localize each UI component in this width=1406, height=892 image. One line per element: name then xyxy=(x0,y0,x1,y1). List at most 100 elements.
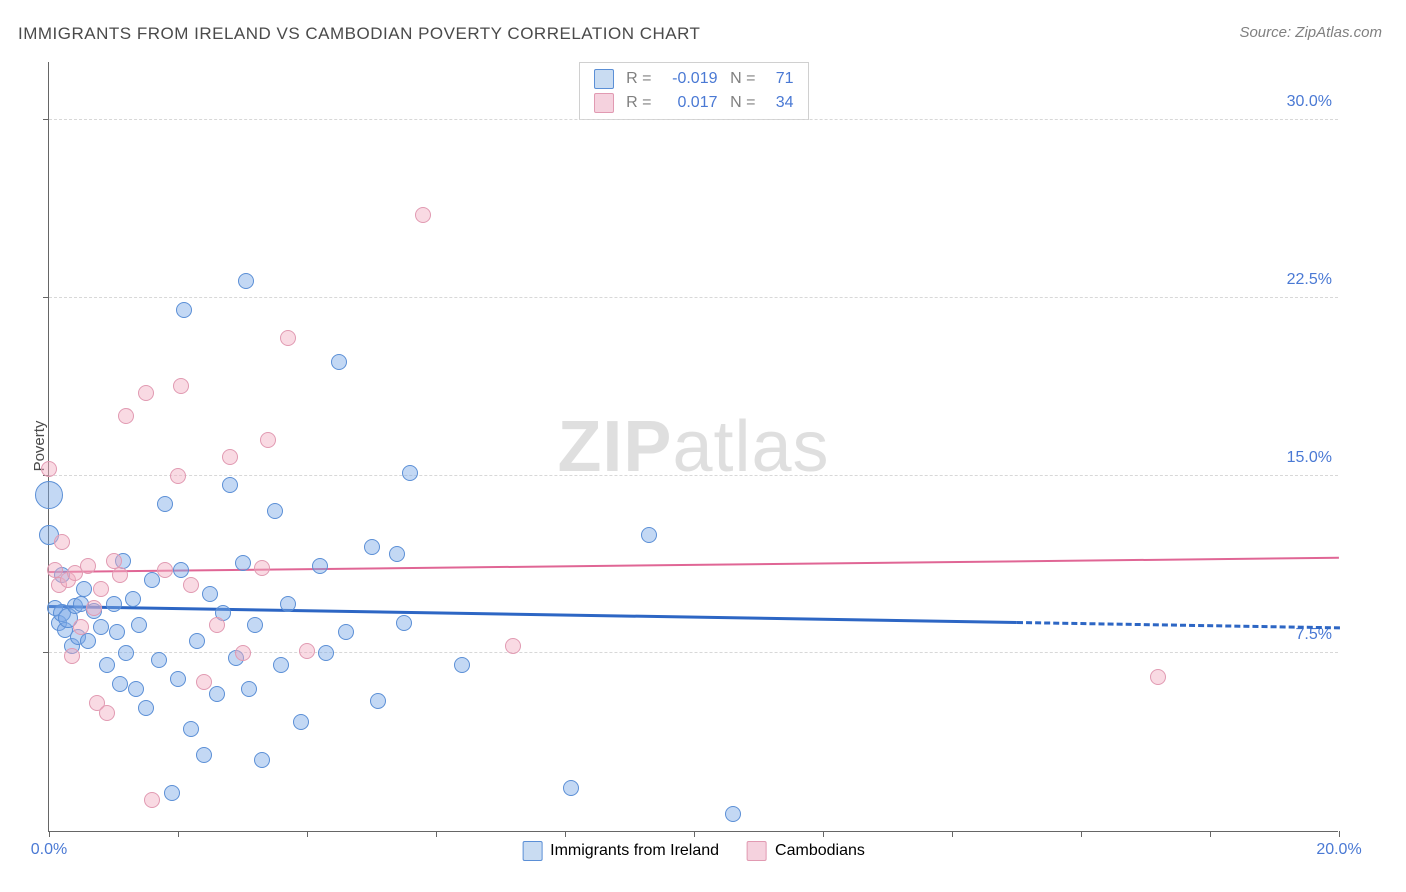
swatch-ireland xyxy=(522,841,542,861)
trend-line xyxy=(1016,621,1339,629)
x-tick-label: 0.0% xyxy=(31,841,67,859)
source-label: Source: ZipAtlas.com xyxy=(1239,24,1382,41)
scatter-point xyxy=(415,207,431,223)
scatter-point xyxy=(202,586,218,602)
scatter-point xyxy=(563,780,579,796)
scatter-point xyxy=(183,577,199,593)
scatter-point xyxy=(183,721,199,737)
scatter-point xyxy=(241,681,257,697)
scatter-point xyxy=(196,674,212,690)
scatter-point xyxy=(144,792,160,808)
scatter-point xyxy=(73,619,89,635)
scatter-point xyxy=(128,681,144,697)
chart-title: IMMIGRANTS FROM IRELAND VS CAMBODIAN POV… xyxy=(18,24,700,44)
stats-legend-box: R = -0.019 N = 71 R = 0.017 N = 34 xyxy=(579,62,809,120)
x-tick xyxy=(694,831,695,837)
label-r: R = xyxy=(620,91,652,115)
scatter-point xyxy=(64,648,80,664)
scatter-point xyxy=(196,747,212,763)
x-tick-label: 20.0% xyxy=(1316,841,1361,859)
scatter-point xyxy=(396,615,412,631)
scatter-point xyxy=(93,619,109,635)
scatter-point xyxy=(312,558,328,574)
r-value-ireland: -0.019 xyxy=(658,67,718,91)
scatter-point xyxy=(280,596,296,612)
swatch-cambodians xyxy=(594,93,614,113)
scatter-point xyxy=(173,378,189,394)
stats-row-cambodians: R = 0.017 N = 34 xyxy=(594,91,794,115)
scatter-point xyxy=(93,581,109,597)
scatter-point xyxy=(238,273,254,289)
gridline xyxy=(49,119,1338,120)
scatter-point xyxy=(254,752,270,768)
scatter-point xyxy=(273,657,289,673)
x-tick xyxy=(1081,831,1082,837)
x-tick xyxy=(1339,831,1340,837)
scatter-point xyxy=(222,449,238,465)
scatter-point xyxy=(157,562,173,578)
x-tick xyxy=(1210,831,1211,837)
scatter-point xyxy=(389,546,405,562)
scatter-point xyxy=(173,562,189,578)
scatter-point xyxy=(222,477,238,493)
scatter-point xyxy=(151,652,167,668)
x-tick xyxy=(49,831,50,837)
x-tick xyxy=(436,831,437,837)
series-legend: Immigrants from Ireland Cambodians xyxy=(522,841,865,861)
scatter-point xyxy=(176,302,192,318)
n-value-ireland: 71 xyxy=(762,67,794,91)
swatch-cambodians xyxy=(747,841,767,861)
scatter-point xyxy=(76,581,92,597)
y-tick xyxy=(43,652,49,653)
scatter-point xyxy=(247,617,263,633)
scatter-point xyxy=(41,461,57,477)
label-n: N = xyxy=(724,67,756,91)
gridline xyxy=(49,297,1338,298)
scatter-point xyxy=(54,534,70,550)
scatter-point xyxy=(35,481,63,509)
scatter-point xyxy=(235,645,251,661)
scatter-point xyxy=(138,385,154,401)
scatter-point xyxy=(318,645,334,661)
scatter-point xyxy=(260,432,276,448)
y-tick-label: 30.0% xyxy=(1287,93,1332,111)
scatter-point xyxy=(402,465,418,481)
trend-line xyxy=(49,605,1017,624)
scatter-point xyxy=(80,633,96,649)
y-tick xyxy=(43,297,49,298)
scatter-point xyxy=(118,645,134,661)
x-tick xyxy=(178,831,179,837)
scatter-point xyxy=(331,354,347,370)
stats-row-ireland: R = -0.019 N = 71 xyxy=(594,67,794,91)
scatter-point xyxy=(118,408,134,424)
scatter-point xyxy=(112,676,128,692)
legend-item-ireland: Immigrants from Ireland xyxy=(522,841,719,861)
scatter-point xyxy=(112,567,128,583)
scatter-point xyxy=(370,693,386,709)
correlation-chart-container: IMMIGRANTS FROM IRELAND VS CAMBODIAN POV… xyxy=(0,0,1406,892)
r-value-cambodians: 0.017 xyxy=(658,91,718,115)
label-n: N = xyxy=(724,91,756,115)
gridline xyxy=(49,475,1338,476)
legend-item-cambodians: Cambodians xyxy=(747,841,865,861)
scatter-point xyxy=(80,558,96,574)
scatter-point xyxy=(293,714,309,730)
scatter-point xyxy=(209,686,225,702)
scatter-point xyxy=(254,560,270,576)
y-tick-label: 22.5% xyxy=(1287,271,1332,289)
x-tick xyxy=(307,831,308,837)
legend-label-ireland: Immigrants from Ireland xyxy=(550,842,719,860)
label-r: R = xyxy=(620,67,652,91)
scatter-point xyxy=(170,671,186,687)
x-tick xyxy=(823,831,824,837)
scatter-point xyxy=(164,785,180,801)
scatter-point xyxy=(280,330,296,346)
scatter-point xyxy=(189,633,205,649)
chart-plot-area: ZIPatlas R = -0.019 N = 71 R = 0.017 N =… xyxy=(48,62,1338,832)
y-tick xyxy=(43,119,49,120)
scatter-point xyxy=(1150,669,1166,685)
y-tick-label: 15.0% xyxy=(1287,449,1332,467)
scatter-point xyxy=(109,624,125,640)
scatter-point xyxy=(235,555,251,571)
x-tick xyxy=(952,831,953,837)
